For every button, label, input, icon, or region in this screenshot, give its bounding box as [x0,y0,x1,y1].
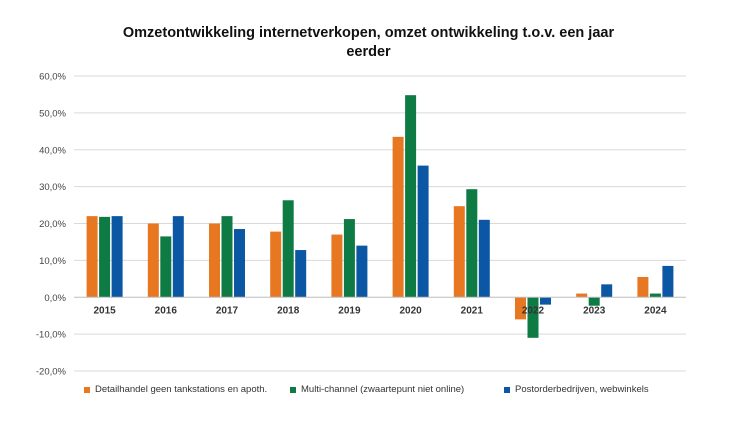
bar-2018-series-3 [295,250,307,298]
bar-2024-series-2 [649,293,661,298]
x-category-label: 2017 [216,305,239,316]
legend-item: Postorderbedrijven, webwinkels [504,384,649,395]
bar-2019-series-3 [356,245,368,298]
x-category-label: 2019 [338,305,361,316]
bar-2021-series-1 [453,206,465,298]
bar-2019-series-1 [331,234,343,298]
x-category-label: 2018 [277,305,300,316]
bar-2023-series-2 [588,297,600,306]
bar-2016-series-2 [160,236,172,298]
x-category-label: 2016 [155,305,178,316]
bar-2017-series-2 [221,216,233,298]
legend-item: Multi-channel (zwaartepunt niet online) [290,384,464,395]
bar-2024-series-3 [662,265,674,298]
bar-2020-series-3 [417,165,429,298]
y-axis-tick-labels: -20,0% -10,0% 0,0% 10,0% 20,0% 30,0% 40,0% 50,0… [36,72,67,378]
bar-2022-series-3 [540,297,551,305]
bars [86,95,674,338]
bar-2021-series-3 [478,219,490,298]
legend-swatch [504,386,510,393]
bar-2023-series-1 [576,293,588,298]
bar-2022-series-1 [515,297,526,320]
y-tick-label: 30,0% [39,182,66,193]
bar-2020-series-2 [405,95,417,298]
x-category-label: 2023 [583,305,606,316]
legend-label: Detailhandel geen tankstations en apoth. [95,384,268,395]
chart-title-line-2: eerder [346,44,391,60]
bar-2020-series-1 [392,136,404,298]
y-tick-label: 20,0% [39,219,66,230]
bar-2024-series-1 [637,276,649,298]
gridlines [74,75,686,372]
y-tick-label: 50,0% [39,108,66,119]
chart-title: Omzetontwikkeling internetverkopen, omze… [0,24,737,62]
bar-2016-series-3 [172,216,184,298]
legend-swatch [290,386,296,393]
bar-2015-series-3 [111,216,123,298]
x-category-label: 2021 [461,305,484,316]
y-tick-label: 10,0% [39,256,66,267]
legend: Detailhandel geen tankstations en apoth.… [84,384,724,400]
bar-2018-series-1 [270,231,282,298]
legend-label: Postorderbedrijven, webwinkels [515,384,649,395]
bar-2016-series-1 [147,223,159,298]
x-axis-category-labels: 2015 2016 2017 2018 2019 2020 2021 2022 2023 2024 [93,305,666,316]
legend-swatch [84,386,90,393]
x-category-label: 2024 [644,305,667,316]
x-category-label: 2020 [399,305,422,316]
x-category-label: 2015 [93,305,116,316]
y-tick-label: 40,0% [39,145,66,156]
bar-2022-series-2 [527,297,539,338]
bar-2017-series-1 [209,223,220,298]
bar-2023-series-3 [601,284,613,298]
chart-title-line-1: Omzetontwikkeling internetverkopen, omze… [122,25,615,41]
bar-2019-series-2 [343,219,355,298]
y-tick-label: -10,0% [36,330,67,341]
y-tick-label: 0,0% [44,293,66,304]
legend-item: Detailhandel geen tankstations en apoth. [84,384,267,395]
bar-2021-series-2 [466,189,478,298]
bar-2015-series-2 [99,216,111,298]
bar-2018-series-2 [282,200,294,298]
y-tick-label: 60,0% [39,72,66,83]
bar-2015-series-1 [86,216,98,298]
legend-label: Multi-channel (zwaartepunt niet online) [301,384,465,395]
y-tick-label: -20,0% [36,367,67,378]
x-category-label: 2022 [522,305,545,316]
bar-2017-series-3 [234,229,245,298]
